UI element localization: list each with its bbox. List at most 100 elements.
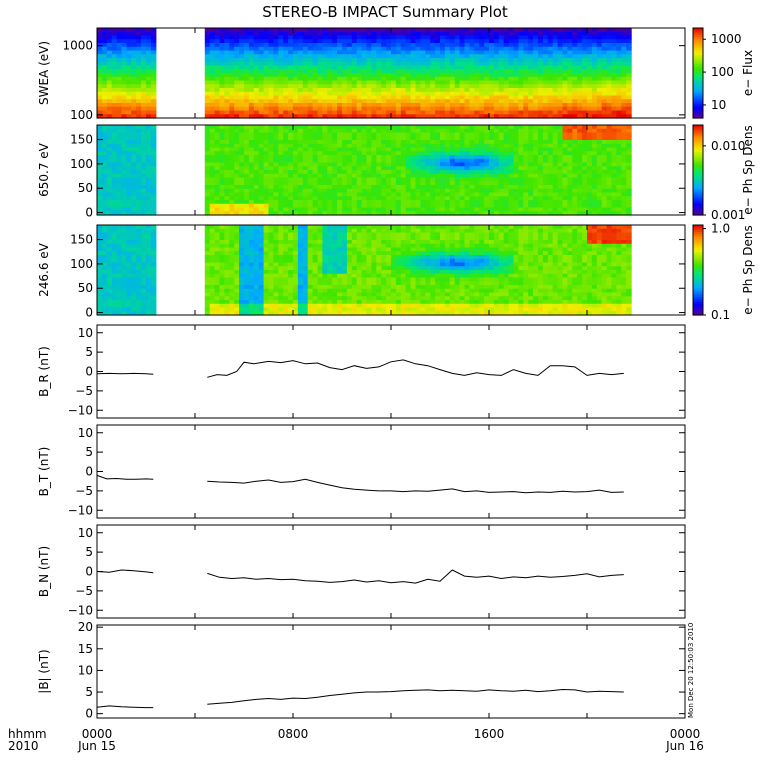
heatmap-cell xyxy=(484,132,490,137)
heatmap-cell xyxy=(371,39,377,44)
heatmap-cell xyxy=(116,99,123,104)
heatmap-cell xyxy=(454,73,461,78)
heatmap-cell xyxy=(567,91,573,97)
heatmap-cell xyxy=(454,103,461,108)
heatmap-cell xyxy=(386,188,392,194)
heatmap-cell xyxy=(425,188,431,194)
heatmap-cell xyxy=(567,65,573,70)
heatmap-cell xyxy=(533,147,539,152)
heatmap-cell xyxy=(435,155,441,160)
heatmap-cell xyxy=(587,76,593,82)
heatmap-cell xyxy=(101,192,108,197)
heatmap-cell xyxy=(204,95,211,100)
heatmap-cell xyxy=(307,192,314,197)
heatmap-cell xyxy=(146,35,152,40)
heatmap-cell xyxy=(557,177,564,182)
colorbar-segment xyxy=(693,102,703,106)
heatmap-cell xyxy=(97,285,103,290)
heatmap-cell xyxy=(523,200,529,205)
heatmap-cell xyxy=(444,39,451,44)
heatmap-cell xyxy=(302,46,309,52)
heatmap-cell xyxy=(146,61,152,67)
heatmap-cell xyxy=(327,173,333,179)
heatmap-cell xyxy=(479,103,485,108)
heatmap-cell xyxy=(146,166,152,171)
heatmap-cell xyxy=(214,65,221,70)
heatmap-cell xyxy=(283,125,289,130)
heatmap-cell xyxy=(508,162,515,167)
heatmap-cell xyxy=(621,207,627,212)
heatmap-cell xyxy=(381,88,387,93)
heatmap-cell xyxy=(126,211,132,216)
heatmap-cell xyxy=(111,266,118,271)
heatmap-cell xyxy=(351,166,358,171)
heatmap-cell xyxy=(253,211,260,216)
heatmap-cell xyxy=(547,203,554,209)
heatmap-cell xyxy=(513,158,519,164)
heatmap-cell xyxy=(400,192,407,197)
heatmap-cell xyxy=(562,91,568,97)
heatmap-cell xyxy=(415,196,421,201)
heatmap-cell xyxy=(547,185,554,190)
heatmap-cell xyxy=(307,196,314,201)
heatmap-cell xyxy=(523,35,529,40)
heatmap-cell xyxy=(101,311,108,316)
heatmap-cell xyxy=(224,188,230,194)
heatmap-cell xyxy=(297,185,304,190)
heatmap-cell xyxy=(557,58,564,63)
heatmap-cell xyxy=(302,28,309,33)
heatmap-cell xyxy=(97,288,103,294)
heatmap-cell xyxy=(258,114,265,119)
heatmap-cell xyxy=(322,39,328,44)
heatmap-cell xyxy=(121,170,127,175)
heatmap-cell xyxy=(204,76,211,82)
heatmap-cell xyxy=(219,143,225,149)
heatmap-cell xyxy=(371,95,377,100)
y-axis-label: 650.7 eV xyxy=(37,142,51,197)
heatmap-cell xyxy=(626,43,632,48)
heatmap-cell xyxy=(376,61,382,67)
heatmap-cell xyxy=(239,196,245,201)
heatmap-cell xyxy=(533,211,539,216)
heatmap-cell xyxy=(248,65,255,70)
heatmap-cell xyxy=(302,162,309,167)
heatmap-cell xyxy=(136,61,142,67)
heatmap-cell xyxy=(268,28,274,33)
heatmap-cell xyxy=(391,140,397,145)
heatmap-cell xyxy=(293,128,299,134)
heatmap-cell xyxy=(444,73,451,78)
heatmap-cell xyxy=(376,46,382,52)
heatmap-cell xyxy=(557,61,564,67)
heatmap-cell xyxy=(106,247,113,252)
heatmap-cell xyxy=(366,35,372,40)
heatmap-cell xyxy=(293,31,299,37)
heatmap-cell xyxy=(562,73,568,78)
heatmap-cell xyxy=(293,61,299,67)
heatmap-cell xyxy=(493,35,500,40)
heatmap-cell xyxy=(297,50,304,55)
heatmap-cell xyxy=(444,207,451,212)
heatmap-cell xyxy=(484,43,490,48)
heatmap-cell xyxy=(616,170,622,175)
heatmap-cell xyxy=(582,143,588,149)
heatmap-cell xyxy=(229,196,235,201)
heatmap-cell xyxy=(400,196,407,201)
heatmap-cell xyxy=(420,73,426,78)
heatmap-cell xyxy=(244,211,250,216)
heatmap-cell xyxy=(587,65,593,70)
heatmap-cell xyxy=(405,128,412,134)
heatmap-cell xyxy=(435,88,441,93)
heatmap-cell xyxy=(312,196,319,201)
heatmap-cell xyxy=(616,50,622,55)
heatmap-cell xyxy=(454,162,461,167)
heatmap-cell xyxy=(337,88,343,93)
heatmap-cell xyxy=(204,181,211,186)
heatmap-cell xyxy=(376,88,382,93)
heatmap-cell xyxy=(302,128,309,134)
heatmap-cell xyxy=(425,76,431,82)
heatmap-cell xyxy=(616,166,622,171)
heatmap-cell xyxy=(146,143,152,149)
heatmap-cell xyxy=(542,192,549,197)
heatmap-cell xyxy=(106,128,113,134)
heatmap-cell xyxy=(493,128,500,134)
